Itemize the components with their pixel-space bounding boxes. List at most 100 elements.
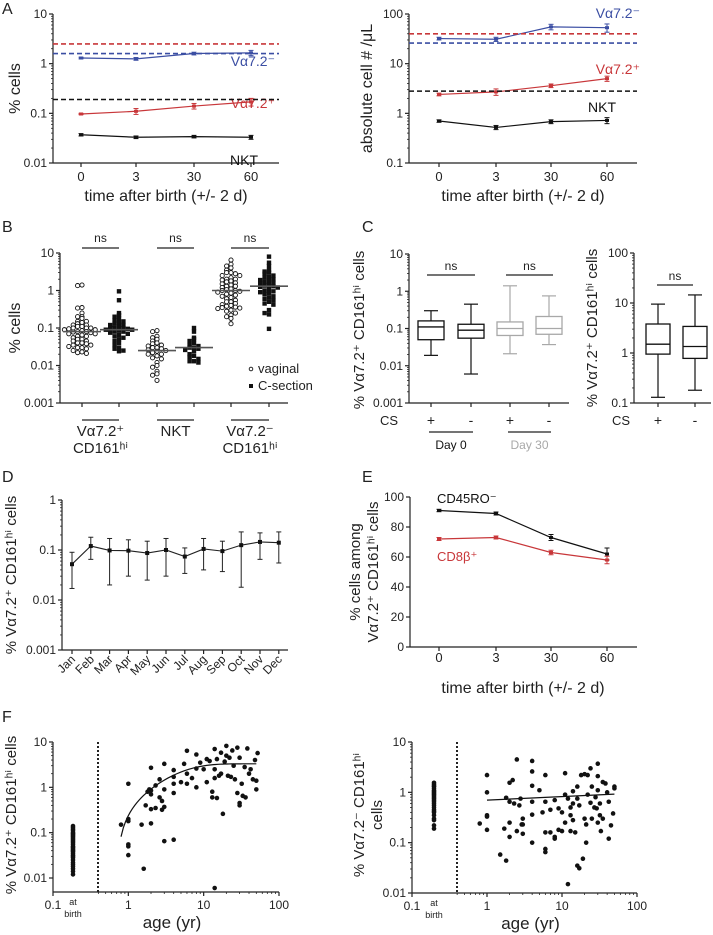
y-tick-label: 0.01 — [383, 886, 407, 900]
data-point-c-section — [187, 342, 192, 348]
data-point — [543, 849, 548, 855]
box — [682, 325, 708, 360]
data-point-vaginal — [228, 270, 234, 276]
data-point — [605, 26, 609, 30]
legend-marker-c-section — [249, 384, 253, 388]
data-point-vaginal — [154, 377, 160, 383]
y-tick-label: 0.01 — [24, 156, 48, 170]
x-tick-label: 3 — [132, 169, 139, 184]
data-point — [126, 548, 131, 553]
data-point — [237, 803, 242, 808]
data-point — [218, 750, 224, 756]
cs-sign: - — [547, 412, 552, 428]
data-point-vaginal — [88, 325, 94, 331]
data-point — [79, 56, 83, 60]
y-tick-label: 60 — [391, 550, 405, 564]
y-tick-label: 10 — [390, 247, 404, 261]
data-point-vaginal — [79, 340, 85, 346]
y-tick-label: 0.001 — [26, 643, 56, 657]
data-point — [580, 856, 586, 862]
data-point-vaginal — [224, 270, 230, 276]
data-point — [246, 771, 252, 776]
data-point — [605, 77, 609, 81]
y-tick-label: 1 — [396, 284, 403, 298]
data-point — [243, 795, 248, 800]
y-tick-label: 1 — [40, 57, 47, 71]
data-point-c-section — [266, 263, 272, 269]
data-point-c-section — [266, 260, 272, 265]
data-point-c-section — [116, 328, 122, 333]
x-tick-label: 10 — [555, 899, 569, 913]
data-point — [575, 784, 580, 789]
data-point — [437, 92, 441, 96]
significance-label: ns — [169, 231, 182, 245]
data-point — [201, 546, 206, 551]
series-label: CD8β⁺ — [437, 549, 477, 564]
data-point — [107, 548, 112, 553]
data-point — [437, 119, 441, 123]
y-tick-label: 0.1 — [611, 396, 628, 410]
data-point-vaginal — [219, 305, 225, 311]
data-point — [529, 769, 535, 774]
data-point-c-section — [112, 321, 117, 326]
y-tick-label: 80 — [391, 520, 405, 534]
data-point-vaginal — [150, 364, 156, 370]
data-point — [568, 828, 573, 834]
data-point — [520, 822, 526, 827]
box — [645, 323, 671, 355]
data-point — [437, 37, 441, 41]
data-point — [484, 772, 490, 778]
data-point — [178, 779, 184, 785]
data-point — [214, 795, 220, 801]
data-point — [511, 801, 517, 806]
x-tick-label: 1 — [484, 899, 491, 913]
data-point — [159, 798, 165, 804]
data-point — [612, 786, 617, 791]
data-point — [218, 771, 224, 776]
x-tick-label: 100 — [269, 898, 289, 912]
x-tick-label: 60 — [600, 650, 614, 665]
data-point — [126, 781, 131, 787]
data-point — [510, 777, 515, 783]
y-tick-label: 10 — [41, 246, 55, 260]
data-point-vaginal — [79, 349, 85, 355]
data-point — [570, 788, 576, 794]
x-tick-label: 10 — [197, 898, 211, 912]
series-label: Vα7.2⁻ — [231, 53, 275, 69]
data-point-vaginal — [224, 279, 230, 285]
at-birth-label-line2: birth — [425, 910, 443, 920]
data-point-c-section — [275, 285, 280, 290]
series-line — [80, 134, 252, 138]
data-point — [220, 549, 225, 554]
significance-label: ns — [445, 259, 458, 273]
data-point — [514, 757, 520, 762]
data-point — [559, 828, 565, 834]
data-point — [209, 795, 215, 800]
x-tick-label: 0.1 — [45, 898, 62, 912]
data-point — [212, 775, 217, 781]
data-point — [543, 830, 548, 835]
data-point — [588, 800, 593, 806]
data-point-vaginal — [66, 326, 72, 332]
data-point-c-section — [121, 319, 126, 324]
data-point-vaginal — [70, 348, 76, 354]
data-point-vaginal — [154, 353, 160, 359]
data-point-c-section — [196, 360, 201, 365]
data-point — [570, 801, 576, 806]
data-point-vaginal — [75, 340, 81, 346]
data-point-c-section — [121, 322, 126, 328]
data-point — [605, 118, 609, 122]
x-axis-title: time after birth (+/- 2 d) — [441, 680, 604, 697]
data-point-vaginal — [83, 341, 89, 347]
y-tick-label: 0.01 — [380, 359, 404, 373]
data-point — [494, 90, 498, 94]
data-point — [605, 552, 609, 556]
data-point-vaginal — [70, 325, 76, 331]
cs-label: CS — [380, 413, 398, 428]
data-point-c-section — [187, 354, 192, 360]
data-point — [239, 781, 245, 787]
data-point-vaginal — [228, 278, 234, 284]
x-tick-label: 30 — [544, 650, 558, 665]
data-point — [220, 811, 226, 817]
